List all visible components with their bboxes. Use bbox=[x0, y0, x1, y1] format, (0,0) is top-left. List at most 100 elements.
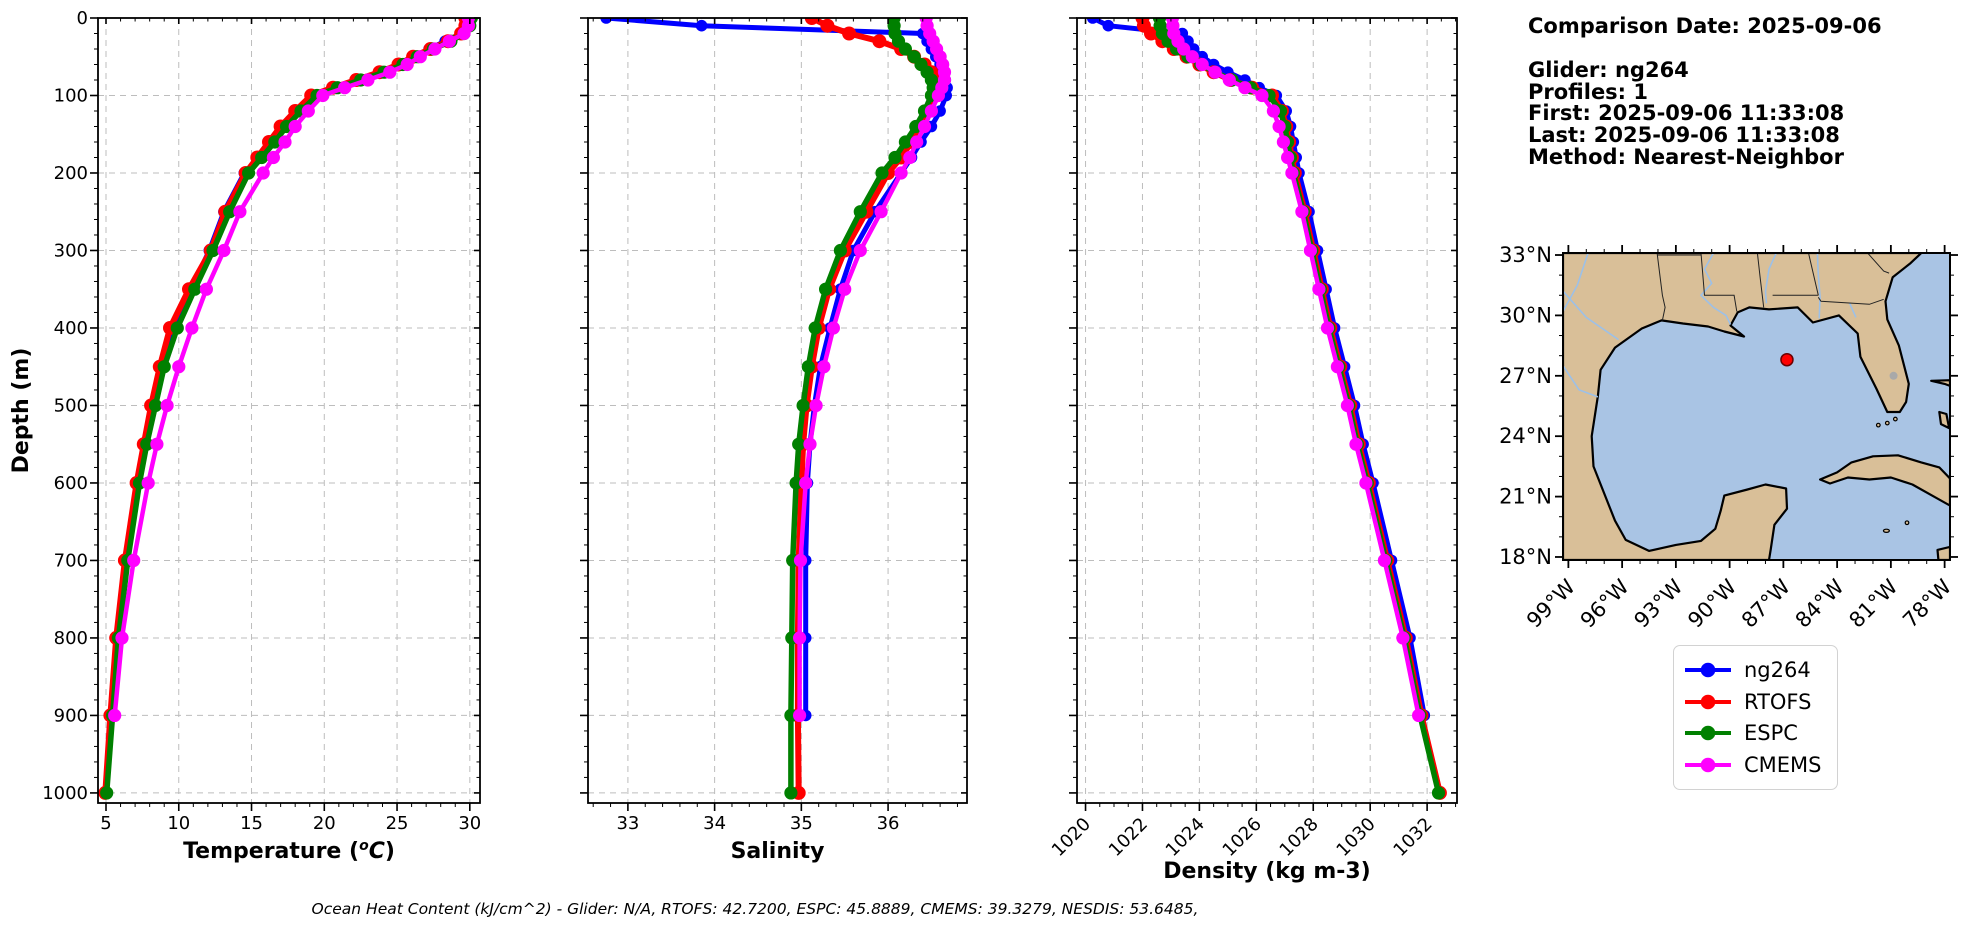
rio-grande-river bbox=[1563, 365, 1599, 398]
first-line: First: 2025-09-06 11:33:08 bbox=[1528, 101, 1845, 126]
svg-text:90°W: 90°W bbox=[1683, 574, 1741, 632]
map-frame bbox=[1562, 252, 1951, 561]
series-ESPC bbox=[784, 18, 940, 800]
ticks bbox=[90, 17, 480, 811]
svg-text:900: 900 bbox=[54, 705, 88, 726]
svg-text:200: 200 bbox=[54, 163, 88, 184]
svg-text:1026: 1026 bbox=[1219, 814, 1266, 861]
location-map: 33°N 30°N 27°N 24°N 21°N 18°N 99°W96°W93°W90°W… bbox=[1500, 243, 1958, 633]
ticks bbox=[1069, 17, 1457, 811]
comparison-date: Comparison Date: 2025-09-06 bbox=[1528, 14, 1882, 38]
gulf-of-mexico-map: 33°N 30°N 27°N 24°N 21°N 18°N 99°W96°W93°W90°W… bbox=[1500, 243, 1958, 633]
svg-text:0: 0 bbox=[77, 8, 88, 29]
svg-text:15: 15 bbox=[240, 813, 263, 834]
pecos-river bbox=[1563, 253, 1589, 312]
series-ng264 bbox=[1086, 18, 1431, 722]
cayman-island bbox=[1882, 528, 1890, 534]
last-line: Last: 2025-09-06 11:33:08 bbox=[1528, 123, 1840, 148]
svg-text:25: 25 bbox=[386, 813, 409, 834]
profile-plots: 5 10 15 20 25 30 Temperature (oC) 0 100 200 300 400… bbox=[9, 8, 1458, 884]
legend-label: ESPC bbox=[1744, 721, 1798, 746]
svg-text:1028: 1028 bbox=[1276, 814, 1323, 861]
legend-label: CMEMS bbox=[1744, 753, 1822, 778]
lake-okeechobee bbox=[1889, 371, 1898, 380]
state-border bbox=[1808, 253, 1819, 296]
ohc-annotation: Ocean Heat Content (kJ/cm^2) - Glider: N… bbox=[311, 900, 1199, 918]
svg-text:78°W: 78°W bbox=[1898, 574, 1956, 632]
svg-text:30: 30 bbox=[458, 813, 481, 834]
svg-text:93°W: 93°W bbox=[1629, 574, 1687, 632]
islet bbox=[1875, 422, 1881, 428]
series-layer bbox=[98, 18, 478, 800]
state-border bbox=[1700, 253, 1738, 312]
svg-text:35: 35 bbox=[790, 813, 813, 834]
state-border bbox=[1817, 297, 1884, 305]
series-CMEMS bbox=[108, 18, 475, 723]
svg-text:30°N: 30°N bbox=[1500, 303, 1552, 327]
svg-text:84°W: 84°W bbox=[1791, 574, 1849, 632]
legend-item-cmems: CMEMS bbox=[1684, 753, 1827, 777]
x-axis-label: Density (kg m-3) bbox=[1163, 859, 1371, 884]
profiles-line: Profiles: 1 bbox=[1528, 79, 1649, 104]
ticks bbox=[580, 17, 967, 811]
x-tick-labels: 1020 1022 1024 1026 1028 1030 1032 bbox=[1048, 814, 1437, 861]
map-ticks bbox=[1555, 245, 1958, 568]
svg-text:36: 36 bbox=[877, 813, 900, 834]
legend-swatch-line-dot-icon bbox=[1685, 662, 1731, 678]
suwannee-river bbox=[1848, 302, 1857, 318]
svg-text:300: 300 bbox=[54, 240, 88, 261]
svg-text:18°N: 18°N bbox=[1500, 545, 1552, 569]
y-tick-labels: 0 100 200 300 400 500 600 700 800 900 1000 bbox=[42, 8, 88, 804]
glider-line: Glider: ng264 bbox=[1528, 57, 1689, 82]
svg-text:5: 5 bbox=[100, 813, 111, 834]
y-axis-label: Depth (m) bbox=[9, 348, 34, 474]
svg-text:400: 400 bbox=[54, 318, 88, 339]
info-gap bbox=[1528, 38, 1882, 60]
svg-text:27°N: 27°N bbox=[1500, 364, 1552, 388]
info-panel: Comparison Date: 2025-09-06 Glider: ng26… bbox=[1528, 14, 1882, 169]
series-layer bbox=[1086, 18, 1447, 800]
svg-text:1020: 1020 bbox=[1048, 814, 1095, 861]
legend-label: RTOFS bbox=[1744, 689, 1812, 714]
svg-text:1022: 1022 bbox=[1105, 814, 1152, 861]
svg-text:600: 600 bbox=[54, 473, 88, 494]
state-border bbox=[1756, 253, 1765, 308]
svg-text:24°N: 24°N bbox=[1500, 424, 1552, 448]
jamaica-landmass bbox=[1936, 545, 1950, 560]
svg-text:81°W: 81°W bbox=[1844, 574, 1902, 632]
legend-item-ng264: ng264 bbox=[1684, 658, 1827, 682]
salinity-panel: 33 34 35 36 Salinity bbox=[580, 17, 968, 864]
svg-text:700: 700 bbox=[54, 550, 88, 571]
svg-text:20: 20 bbox=[313, 813, 336, 834]
series-layer bbox=[600, 18, 953, 800]
chattahoochee-river bbox=[1816, 253, 1821, 319]
legend-swatch-line-dot-icon bbox=[1685, 726, 1731, 741]
svg-text:1032: 1032 bbox=[1389, 814, 1436, 861]
legend: ng264 RTOFS ESPC CMEMS bbox=[1673, 645, 1838, 790]
svg-text:500: 500 bbox=[54, 395, 88, 416]
svg-text:33°N: 33°N bbox=[1500, 243, 1552, 267]
svg-text:800: 800 bbox=[54, 628, 88, 649]
temperature-panel: 5 10 15 20 25 30 Temperature (oC) 0 100 200 300 400… bbox=[9, 8, 481, 864]
svg-text:100: 100 bbox=[54, 85, 88, 106]
method-line: Method: Nearest-Neighbor bbox=[1528, 144, 1844, 169]
legend-label: ng264 bbox=[1744, 657, 1811, 682]
series-CMEMS bbox=[793, 18, 952, 723]
legend-swatch-line-dot-icon bbox=[1685, 757, 1731, 773]
svg-text:1000: 1000 bbox=[42, 783, 88, 804]
x-axis-label: Temperature (oC) bbox=[183, 838, 395, 864]
cuba-landmass bbox=[1819, 454, 1950, 507]
islet bbox=[1892, 416, 1898, 422]
svg-text:96°W: 96°W bbox=[1576, 574, 1634, 632]
land-layer bbox=[1563, 253, 1950, 560]
legend-item-espc: ESPC bbox=[1684, 721, 1827, 745]
x-axis-label: Salinity bbox=[731, 839, 825, 864]
islet bbox=[1904, 520, 1910, 526]
svg-text:34: 34 bbox=[703, 813, 726, 834]
legend-item-rtofs: RTOFS bbox=[1684, 690, 1827, 714]
profile-location-marker bbox=[1780, 352, 1794, 367]
state-border bbox=[1867, 253, 1890, 274]
svg-text:33: 33 bbox=[616, 813, 639, 834]
